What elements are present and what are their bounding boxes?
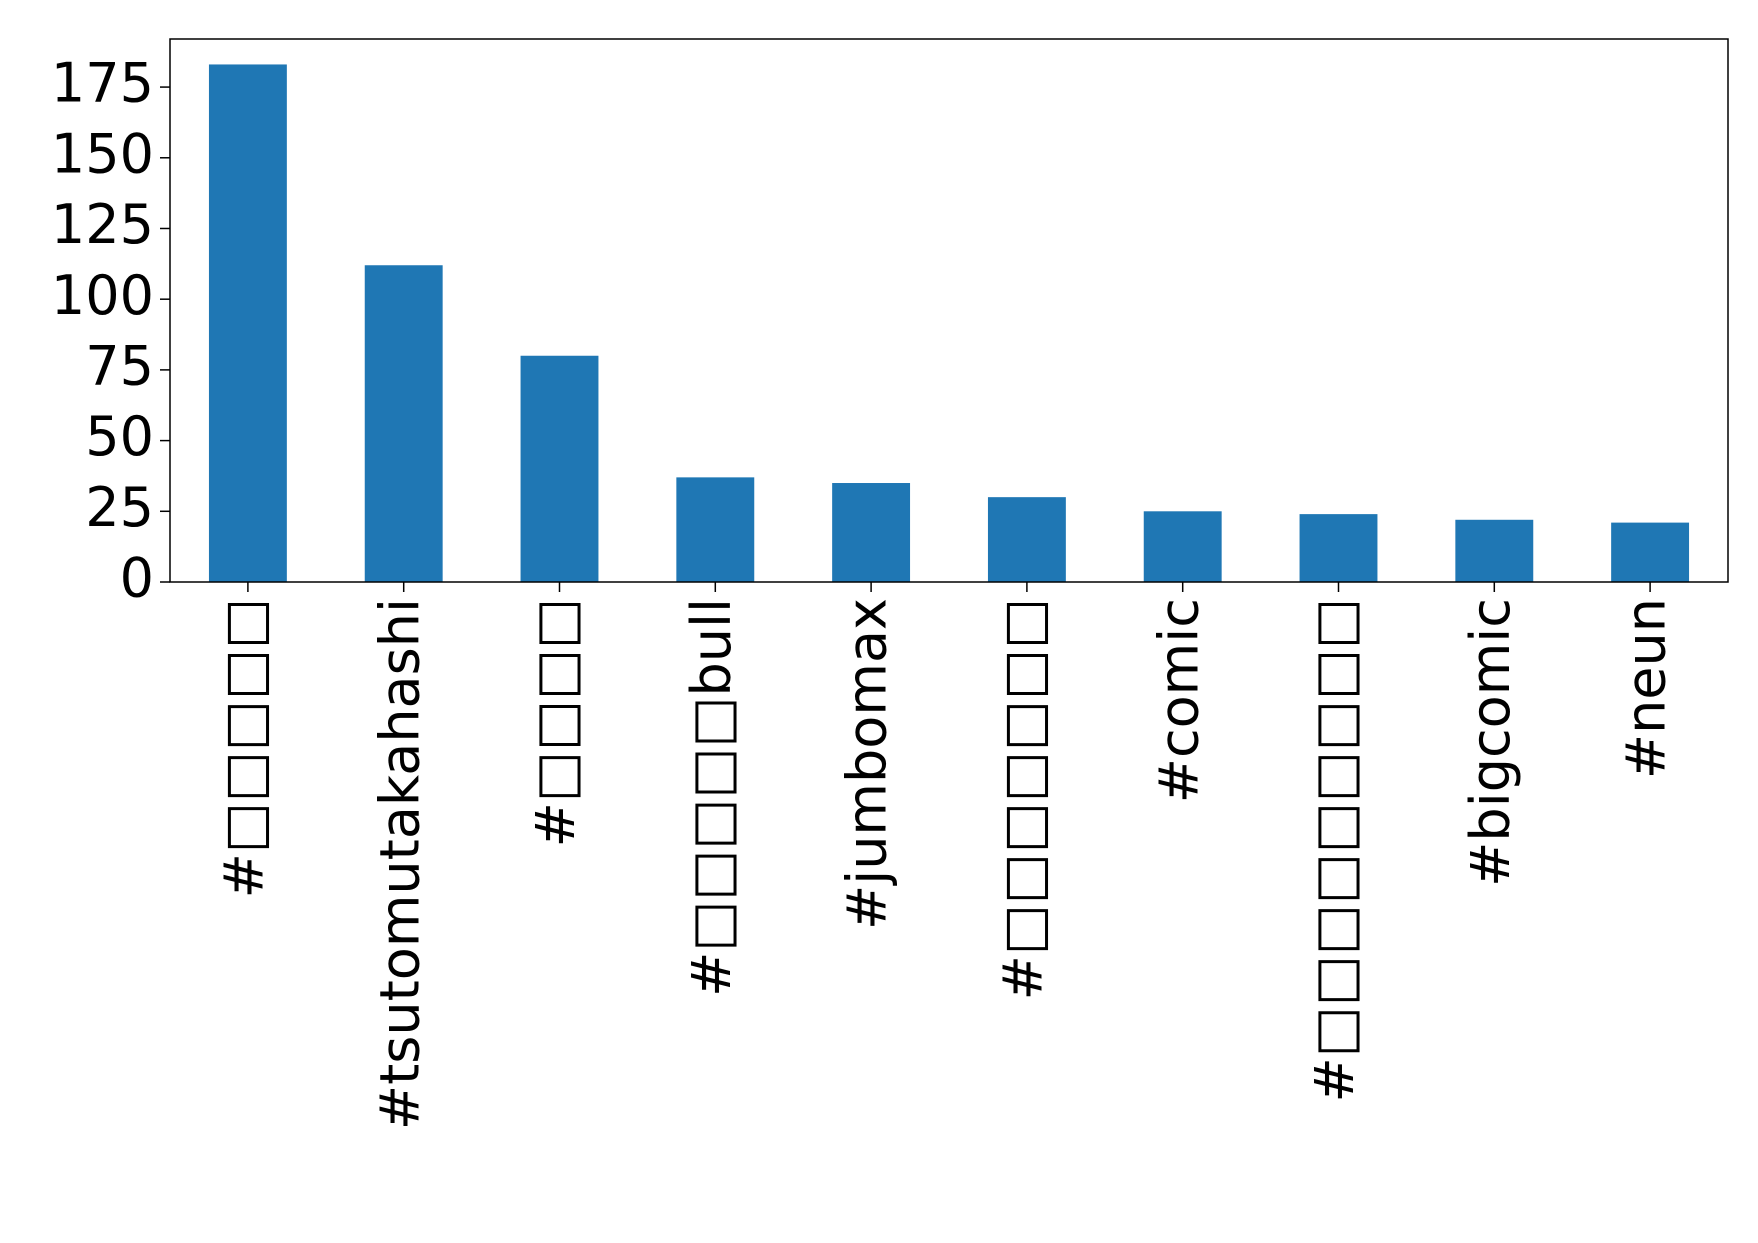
- bar: [676, 477, 755, 582]
- x-tick-label: #□□□□: [524, 598, 587, 847]
- x-tick-label: #comic: [1147, 598, 1210, 803]
- x-tick-label: #□□□□□□□□□: [1303, 598, 1366, 1102]
- y-tick-label: 175: [51, 52, 154, 115]
- y-tick-label: 100: [51, 264, 154, 327]
- bar: [1455, 519, 1534, 582]
- x-tick-label: #□□□□□□□: [992, 598, 1055, 1000]
- bar: [364, 265, 443, 582]
- x-tick-label: #tsutomutakahashi: [368, 598, 431, 1130]
- y-tick-label: 125: [51, 193, 154, 256]
- x-tick-label: #bigcomic: [1459, 598, 1522, 887]
- y-tick-label: 25: [85, 476, 154, 539]
- x-tick-label: #jumbomax: [836, 598, 899, 930]
- bar: [1299, 514, 1378, 582]
- bar: [1611, 522, 1690, 582]
- plot-frame: [169, 38, 1729, 583]
- x-tick-label: #□□□□□: [213, 598, 276, 898]
- bar: [208, 64, 287, 582]
- y-tick-label: 0: [120, 547, 154, 610]
- bar: [1143, 511, 1222, 582]
- bar: [832, 483, 911, 582]
- bar: [987, 497, 1066, 582]
- bar: [520, 355, 599, 582]
- x-tick-label: #□□□□□bull: [680, 598, 743, 997]
- y-tick-label: 50: [85, 405, 154, 468]
- y-tick-label: 150: [51, 122, 154, 185]
- x-tick-label: #neun: [1615, 598, 1678, 779]
- y-tick-label: 75: [85, 335, 154, 398]
